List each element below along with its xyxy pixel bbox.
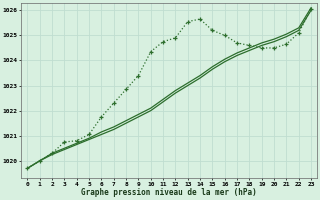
X-axis label: Graphe pression niveau de la mer (hPa): Graphe pression niveau de la mer (hPa) [81,188,257,197]
